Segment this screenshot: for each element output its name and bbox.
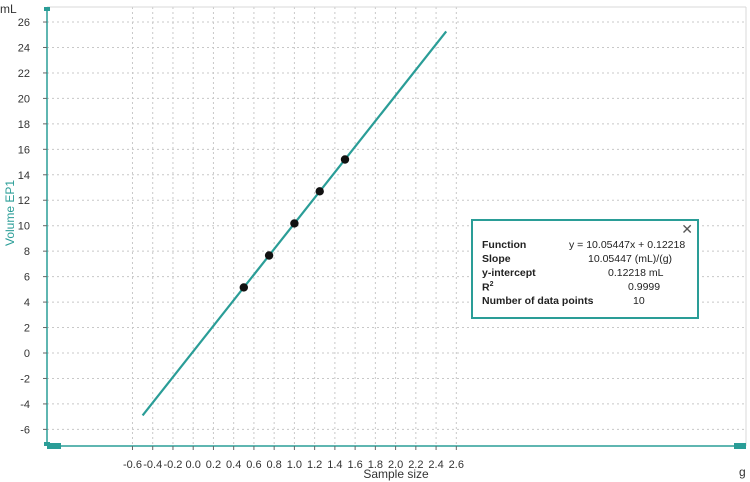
data-point <box>290 219 299 228</box>
y-tick-label: -4 <box>20 399 30 411</box>
intercept-value: 0.12218 mL <box>608 267 664 279</box>
y-tick-label: 26 <box>18 17 30 29</box>
y-tick-label: 2 <box>24 323 30 335</box>
intercept-label: y-intercept <box>482 267 536 279</box>
x-tick-label: 1.2 <box>307 459 322 471</box>
y-tick-label: 14 <box>18 170 30 182</box>
y-tick-label: 20 <box>18 93 30 105</box>
function-label: Function <box>482 239 527 251</box>
x-tick-label: 1.0 <box>287 459 302 471</box>
y-tick-label: 12 <box>18 195 30 207</box>
x-axis-unit: g <box>739 465 746 479</box>
grid-lines <box>47 7 746 446</box>
axes <box>43 6 747 450</box>
count-label: Number of data points <box>482 295 594 307</box>
x-tick-label: 1.8 <box>368 459 383 471</box>
count-value: 10 <box>633 295 645 307</box>
y-tick-label: 22 <box>18 68 30 80</box>
r2-label-sup: 2 <box>489 281 494 288</box>
chart-marks <box>141 30 448 417</box>
x-axis-title: Sample size <box>363 467 429 481</box>
r2-label-base: R <box>482 281 490 294</box>
x-tick-label: 0.4 <box>226 459 241 471</box>
data-point <box>315 187 324 196</box>
x-axis-handle-left <box>47 443 61 449</box>
y-axis-handle-top <box>44 7 50 11</box>
x-tick-label: 2.6 <box>449 459 464 471</box>
close-icon[interactable]: ✕ <box>681 221 693 237</box>
r2-label: R2 <box>482 281 494 294</box>
x-tick-label: 2.2 <box>408 459 423 471</box>
y-tick-label: 0 <box>24 348 30 360</box>
slope-value: 10.05447 (mL)/(g) <box>588 253 673 265</box>
x-tick-label: -0.2 <box>163 459 182 471</box>
y-axis-unit: mL <box>0 2 17 16</box>
slope-label: Slope <box>482 253 511 265</box>
x-tick-label: 0.0 <box>186 459 201 471</box>
x-tick-label: 0.6 <box>246 459 261 471</box>
y-tick-label: 10 <box>18 221 30 233</box>
y-tick-label: 6 <box>24 272 30 284</box>
x-tick-label: 0.8 <box>267 459 282 471</box>
y-tick-label: 18 <box>18 119 30 131</box>
function-value: y = 10.05447x + 0.12218 <box>569 239 686 251</box>
y-tick-label: -6 <box>20 424 30 436</box>
data-point <box>239 283 248 292</box>
x-tick-label: 0.2 <box>206 459 221 471</box>
x-axis-handle-right <box>734 443 746 449</box>
y-axis-title: Volume EP1 <box>3 180 17 246</box>
y-tick-label: 8 <box>24 246 30 258</box>
regression-info-panel: ✕ Function y = 10.05447x + 0.12218 Slope… <box>471 219 699 319</box>
y-tick-label: -2 <box>20 373 30 385</box>
y-tick-label: 4 <box>24 297 30 309</box>
x-tick-label: 2.0 <box>388 459 403 471</box>
x-tick-label: 1.4 <box>327 459 342 471</box>
y-tick-label: 16 <box>18 144 30 156</box>
data-point <box>340 155 350 164</box>
x-tick-label: -0.4 <box>143 459 162 471</box>
x-tick-label: 2.4 <box>428 459 443 471</box>
r2-value: 0.9999 <box>628 281 661 293</box>
x-tick-label: 1.6 <box>347 459 362 471</box>
y-tick-label: 24 <box>18 42 30 54</box>
x-tick-label: -0.6 <box>123 459 142 471</box>
data-point <box>264 251 274 260</box>
x-tick-labels: -0.6 -0.4 -0.2 0.0 0.2 0.4 0.6 0.8 1.0 1.2 1.4 1.6 1… <box>123 459 464 471</box>
